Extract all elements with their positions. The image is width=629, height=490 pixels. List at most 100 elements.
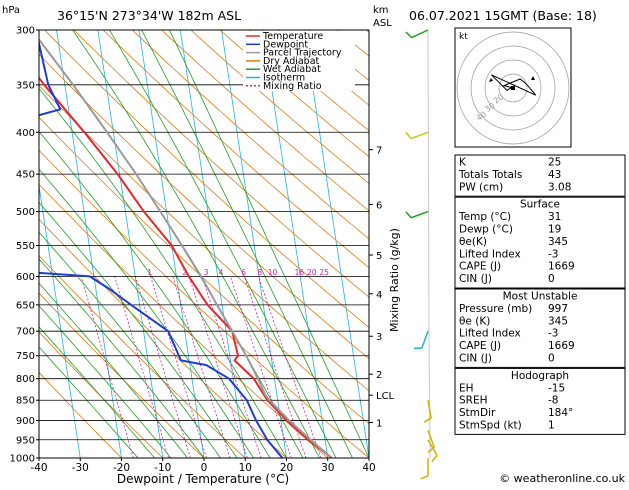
- hodograph-indices-row-label: StmDir: [459, 407, 496, 419]
- most-unstable-indices-row-label: CIN (J): [459, 353, 492, 365]
- wind-barb-flag: [406, 132, 411, 138]
- surface-indices-row-value: 31: [548, 211, 561, 223]
- y-tick-label: 400: [16, 128, 35, 139]
- surface-indices-row-label: θe(K): [459, 236, 487, 248]
- y-tick-label: 600: [16, 272, 35, 283]
- km-tick-label: 4: [376, 290, 382, 301]
- datetime-title: 06.07.2021 15GMT (Base: 18): [409, 8, 597, 23]
- mixing-ratio-label: 2: [182, 268, 187, 277]
- most-unstable-indices-row-label: CAPE (J): [459, 340, 501, 352]
- surface-indices-row-value: -3: [548, 248, 558, 260]
- y-tick-label: 500: [16, 207, 35, 218]
- most-unstable-indices-row-value: 345: [548, 315, 568, 327]
- mixing-ratio-label: 6: [241, 268, 246, 277]
- most-unstable-indices-row-label: Lifted Index: [459, 328, 521, 340]
- km-tick-label: 7: [376, 146, 382, 157]
- surface-indices-row-value: 19: [548, 224, 561, 236]
- hodograph-unit-label: kt: [459, 32, 468, 42]
- wind-barb-flag: [421, 476, 428, 479]
- km-tick-label: LCL: [376, 391, 395, 402]
- general-indices-row-label: PW (cm): [459, 181, 503, 193]
- surface-indices-title: Surface: [520, 199, 560, 211]
- location-title: 36°15'N 273°34'W 182m ASL: [57, 8, 241, 23]
- hodograph-indices-row-value: -15: [548, 382, 565, 394]
- mixing-ratio-label: 16: [295, 268, 305, 277]
- hodograph-storm-motion: [511, 86, 515, 90]
- mixing-ratio-axis-label: Mixing Ratio (g/kg): [388, 228, 401, 332]
- mixing-ratio-label: 20: [307, 268, 317, 277]
- surface-indices-row-label: CAPE (J): [459, 261, 501, 273]
- km-tick-label: 3: [376, 332, 382, 343]
- mixing-ratio-label: 4: [219, 268, 224, 277]
- wind-barb-flag: [406, 32, 412, 38]
- x-tick-label: 40: [362, 462, 375, 474]
- most-unstable-indices-row-value: -3: [548, 328, 558, 340]
- surface-indices-row-value: 345: [548, 236, 568, 248]
- most-unstable-indices-row-label: θe (K): [459, 315, 490, 327]
- x-tick-label: -40: [30, 462, 47, 474]
- km-tick-label: 5: [376, 251, 382, 262]
- hodograph-indices-row-label: EH: [459, 382, 474, 394]
- general-indices-row-label: K: [459, 157, 467, 169]
- y-tick-label: 450: [16, 170, 35, 181]
- y-tick-label: 650: [16, 300, 35, 311]
- mixing-ratio-label: 8: [257, 268, 262, 277]
- hodograph-indices-row-value: 184°: [548, 407, 573, 419]
- mixing-ratio-label: 1: [147, 268, 152, 277]
- km-axis-title: km: [373, 5, 389, 16]
- most-unstable-indices-row-label: Pressure (mb): [459, 303, 532, 315]
- km-tick-label: 2: [376, 370, 382, 381]
- general-indices-row-value: 43: [548, 169, 561, 181]
- y-tick-label: 900: [16, 416, 35, 427]
- y-tick-label: 750: [16, 351, 35, 362]
- general-indices-row-value: 25: [548, 157, 561, 169]
- most-unstable-indices-row-value: 1669: [548, 340, 575, 352]
- mixing-ratio-label: 25: [319, 268, 329, 277]
- most-unstable-indices-title: Most Unstable: [503, 291, 578, 303]
- asl-axis-title: ASL: [373, 18, 392, 29]
- km-tick-label: 1: [376, 419, 382, 430]
- x-tick-label: -30: [72, 462, 89, 474]
- y-tick-label: 700: [16, 327, 35, 338]
- y-tick-label: 300: [16, 26, 35, 37]
- wind-barb-flag: [406, 212, 411, 218]
- surface-indices-row-label: Temp (°C): [458, 211, 511, 223]
- y-tick-label: 550: [16, 241, 35, 252]
- wind-barb-shaft: [422, 331, 428, 348]
- wind-profile-staff: [428, 30, 430, 458]
- most-unstable-indices-row-value: 997: [548, 303, 568, 315]
- plot-area: [39, 30, 369, 458]
- hpa-axis-title: hPa: [2, 5, 20, 16]
- surface-indices-row-value: 0: [548, 273, 555, 285]
- surface-indices-row-value: 1669: [548, 261, 575, 273]
- wind-barb-shaft: [412, 30, 428, 38]
- mixing-ratio-label: 10: [268, 268, 278, 277]
- wind-barb-shaft: [411, 132, 428, 138]
- wind-barb-shaft: [411, 212, 428, 218]
- y-tick-label: 800: [16, 374, 35, 385]
- most-unstable-indices-row-value: 0: [548, 353, 555, 365]
- mixing-ratio-label: 3: [204, 268, 209, 277]
- surface-indices-row-label: Lifted Index: [459, 248, 521, 260]
- indices-table: K 25 Totals Totals 43 PW (cm) 3.08 Surface Temp…: [455, 155, 625, 434]
- x-tick-label: 30: [321, 462, 334, 474]
- wind-barb-flag: [432, 455, 437, 461]
- km-tick-label: 6: [376, 200, 382, 211]
- copyright: © weatheronline.co.uk: [499, 472, 625, 485]
- y-tick-label: 350: [16, 80, 35, 91]
- hodograph-indices-row-value: -8: [548, 395, 558, 407]
- hodograph-indices-row-value: 1: [548, 420, 555, 432]
- general-indices-row-value: 3.08: [548, 181, 571, 193]
- wind-profile: [406, 30, 437, 479]
- legend-entry-label: Mixing Ratio: [263, 81, 322, 92]
- hodograph-indices-row-label: StmSpd (kt): [459, 420, 522, 432]
- surface-indices-row-label: Dewp (°C): [459, 224, 513, 236]
- y-tick-label: 850: [16, 396, 35, 407]
- surface-indices-row-label: CIN (J): [459, 273, 492, 285]
- x-axis-label: Dewpoint / Temperature (°C): [117, 472, 289, 486]
- hodograph-indices-row-label: SREH: [459, 395, 488, 407]
- general-indices-row-label: Totals Totals: [458, 169, 522, 181]
